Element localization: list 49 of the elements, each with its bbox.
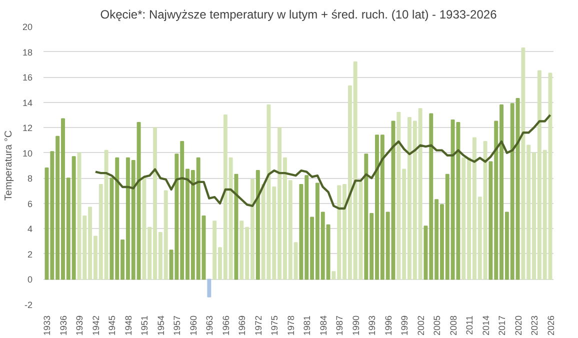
y-tick-label: 14 xyxy=(22,98,33,108)
y-tick-label: 10 xyxy=(22,148,33,158)
y-tick-label: -2 xyxy=(24,300,33,310)
y-tick-label: 0 xyxy=(27,274,33,285)
y-tick-label: 20 xyxy=(22,22,33,32)
x-tick-label: 1981 xyxy=(302,315,312,336)
y-tick-label: 4 xyxy=(27,224,33,234)
y-tick-label: 2 xyxy=(27,249,33,260)
x-tick-label: 1954 xyxy=(156,315,166,336)
x-tick-label: 1936 xyxy=(58,315,68,336)
x-tick-label: 1933 xyxy=(42,315,52,336)
x-tick-label: 1960 xyxy=(188,315,198,336)
x-tick-label: 1951 xyxy=(140,315,150,336)
x-tick-label: 2011 xyxy=(464,315,475,335)
x-tick-label: 1987 xyxy=(334,315,345,336)
x-tick-label: 1939 xyxy=(74,315,85,336)
x-tick-label: 2023 xyxy=(530,315,540,336)
x-tick-label: 1996 xyxy=(383,315,394,336)
x-tick-label: 1990 xyxy=(350,315,361,336)
x-tick-label: 1963 xyxy=(204,315,215,336)
x-tick-label: 2008 xyxy=(448,315,458,336)
y-tick-label: 6 xyxy=(27,198,33,209)
x-tick-label: 2026 xyxy=(546,315,556,336)
x-tick-label: 2020 xyxy=(513,315,524,336)
chart-title: Okęcie*: Najwyższe temperatury w lutym + śred. ruch. (10 lat) - 1933-2026 xyxy=(100,8,498,22)
x-tick-label: 1948 xyxy=(123,315,134,336)
y-tick-label: 16 xyxy=(22,72,33,83)
y-tick-label: 8 xyxy=(27,174,33,184)
x-tick-label: 1966 xyxy=(220,315,231,336)
x-tick-label: 1969 xyxy=(237,315,248,336)
bar xyxy=(207,278,212,298)
x-tick-label: 1993 xyxy=(367,315,378,336)
x-tick-label: 2005 xyxy=(432,315,442,336)
y-tick-label: 18 xyxy=(22,47,33,58)
x-tick-label: 1999 xyxy=(400,315,410,336)
x-tick-label: 2017 xyxy=(497,315,508,336)
x-tick-label: 1942 xyxy=(90,315,101,336)
x-tick-label: 1975 xyxy=(270,315,280,336)
x-tick-label: 2014 xyxy=(480,315,491,336)
x-tick-label: 1978 xyxy=(286,315,296,336)
x-tick-label: 2002 xyxy=(416,315,426,336)
x-tick-label: 1945 xyxy=(107,315,118,336)
x-tick-label: 1972 xyxy=(253,315,264,336)
line-series xyxy=(94,114,552,210)
bar xyxy=(256,170,260,280)
x-tick-label: 1984 xyxy=(318,315,328,336)
y-tick-label: 12 xyxy=(22,123,33,134)
y-axis-title: Temperatura °C xyxy=(3,130,14,201)
x-tick-label: 1957 xyxy=(172,315,182,336)
